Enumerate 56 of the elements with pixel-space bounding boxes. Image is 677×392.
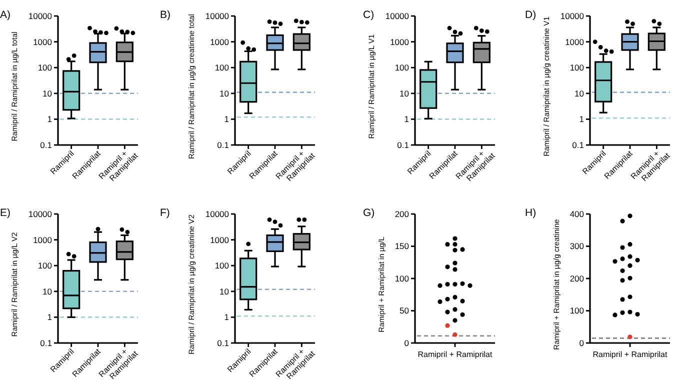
chart-title: E) [0, 207, 10, 219]
y-tick-label: 1 [47, 114, 52, 124]
y-tick-label: 1 [404, 114, 410, 124]
y-tick-label: 1000 [210, 36, 230, 47]
y-tick-label: 300 [570, 241, 584, 252]
chart-title: D) [525, 9, 536, 21]
chart-title: F) [160, 207, 170, 219]
chart-title: G) [363, 207, 375, 219]
y-tick-label: 100 [38, 260, 52, 271]
y-tick-label: 1000 [210, 234, 230, 245]
y-tick-label: 50 [400, 306, 410, 316]
y-tick-label: 10000 [28, 208, 52, 219]
y-tick-label: 1 [579, 114, 584, 124]
chart-title: C) [363, 9, 374, 21]
y-tick-label: 1000 [565, 36, 584, 47]
y-tick-label: 0.1 [40, 140, 52, 150]
y-tick-label: 10 [220, 286, 230, 296]
y-tick-label: 0 [579, 338, 584, 348]
chart-title: B) [160, 9, 170, 21]
y-tick-label: 200 [570, 273, 584, 284]
x-tick-label: Ramipril + Ramiprilat [418, 350, 494, 359]
x-tick-label: Ramipril + Ramiprilat [592, 350, 668, 359]
y-tick-label: 10 [400, 88, 410, 98]
y-tick-label: 100 [570, 306, 584, 316]
y-tick-label: 10000 [385, 10, 410, 21]
y-tick-label: 100 [394, 62, 410, 73]
y-tick-label: 100 [570, 62, 584, 73]
y-tick-label: 150 [394, 241, 410, 252]
y-tick-label: 400 [570, 208, 584, 219]
y-tick-label: 1000 [390, 36, 410, 47]
y-tick-label: 100 [214, 260, 230, 271]
y-tick-label: 1 [224, 312, 230, 322]
y-tick-label: 1000 [33, 234, 52, 245]
y-tick-label: 0.1 [217, 338, 230, 348]
y-tick-label: 10 [574, 88, 584, 98]
y-tick-label: 10 [42, 88, 52, 98]
y-tick-label: 1000 [33, 36, 52, 47]
y-tick-label: 1 [47, 312, 52, 322]
y-tick-label: 100 [394, 273, 410, 284]
y-tick-label: 0 [404, 338, 410, 348]
y-tick-label: 200 [394, 208, 410, 219]
y-tick-label: 0.1 [40, 338, 52, 348]
y-tick-label: 10000 [205, 10, 230, 21]
y-tick-label: 100 [214, 62, 230, 73]
y-tick-label: 1 [224, 114, 230, 124]
y-tick-label: 0.1 [397, 140, 410, 150]
y-tick-label: 0.1 [572, 140, 584, 150]
y-tick-label: 10 [42, 286, 52, 296]
y-tick-label: 10000 [205, 208, 230, 219]
y-tick-label: 0.1 [217, 140, 230, 150]
y-tick-label: 10000 [28, 10, 52, 21]
y-tick-label: 10000 [560, 10, 584, 21]
y-tick-label: 100 [38, 62, 52, 73]
chart-title: A) [0, 9, 10, 21]
chart-title: H) [525, 207, 536, 219]
y-tick-label: 10 [220, 88, 230, 98]
